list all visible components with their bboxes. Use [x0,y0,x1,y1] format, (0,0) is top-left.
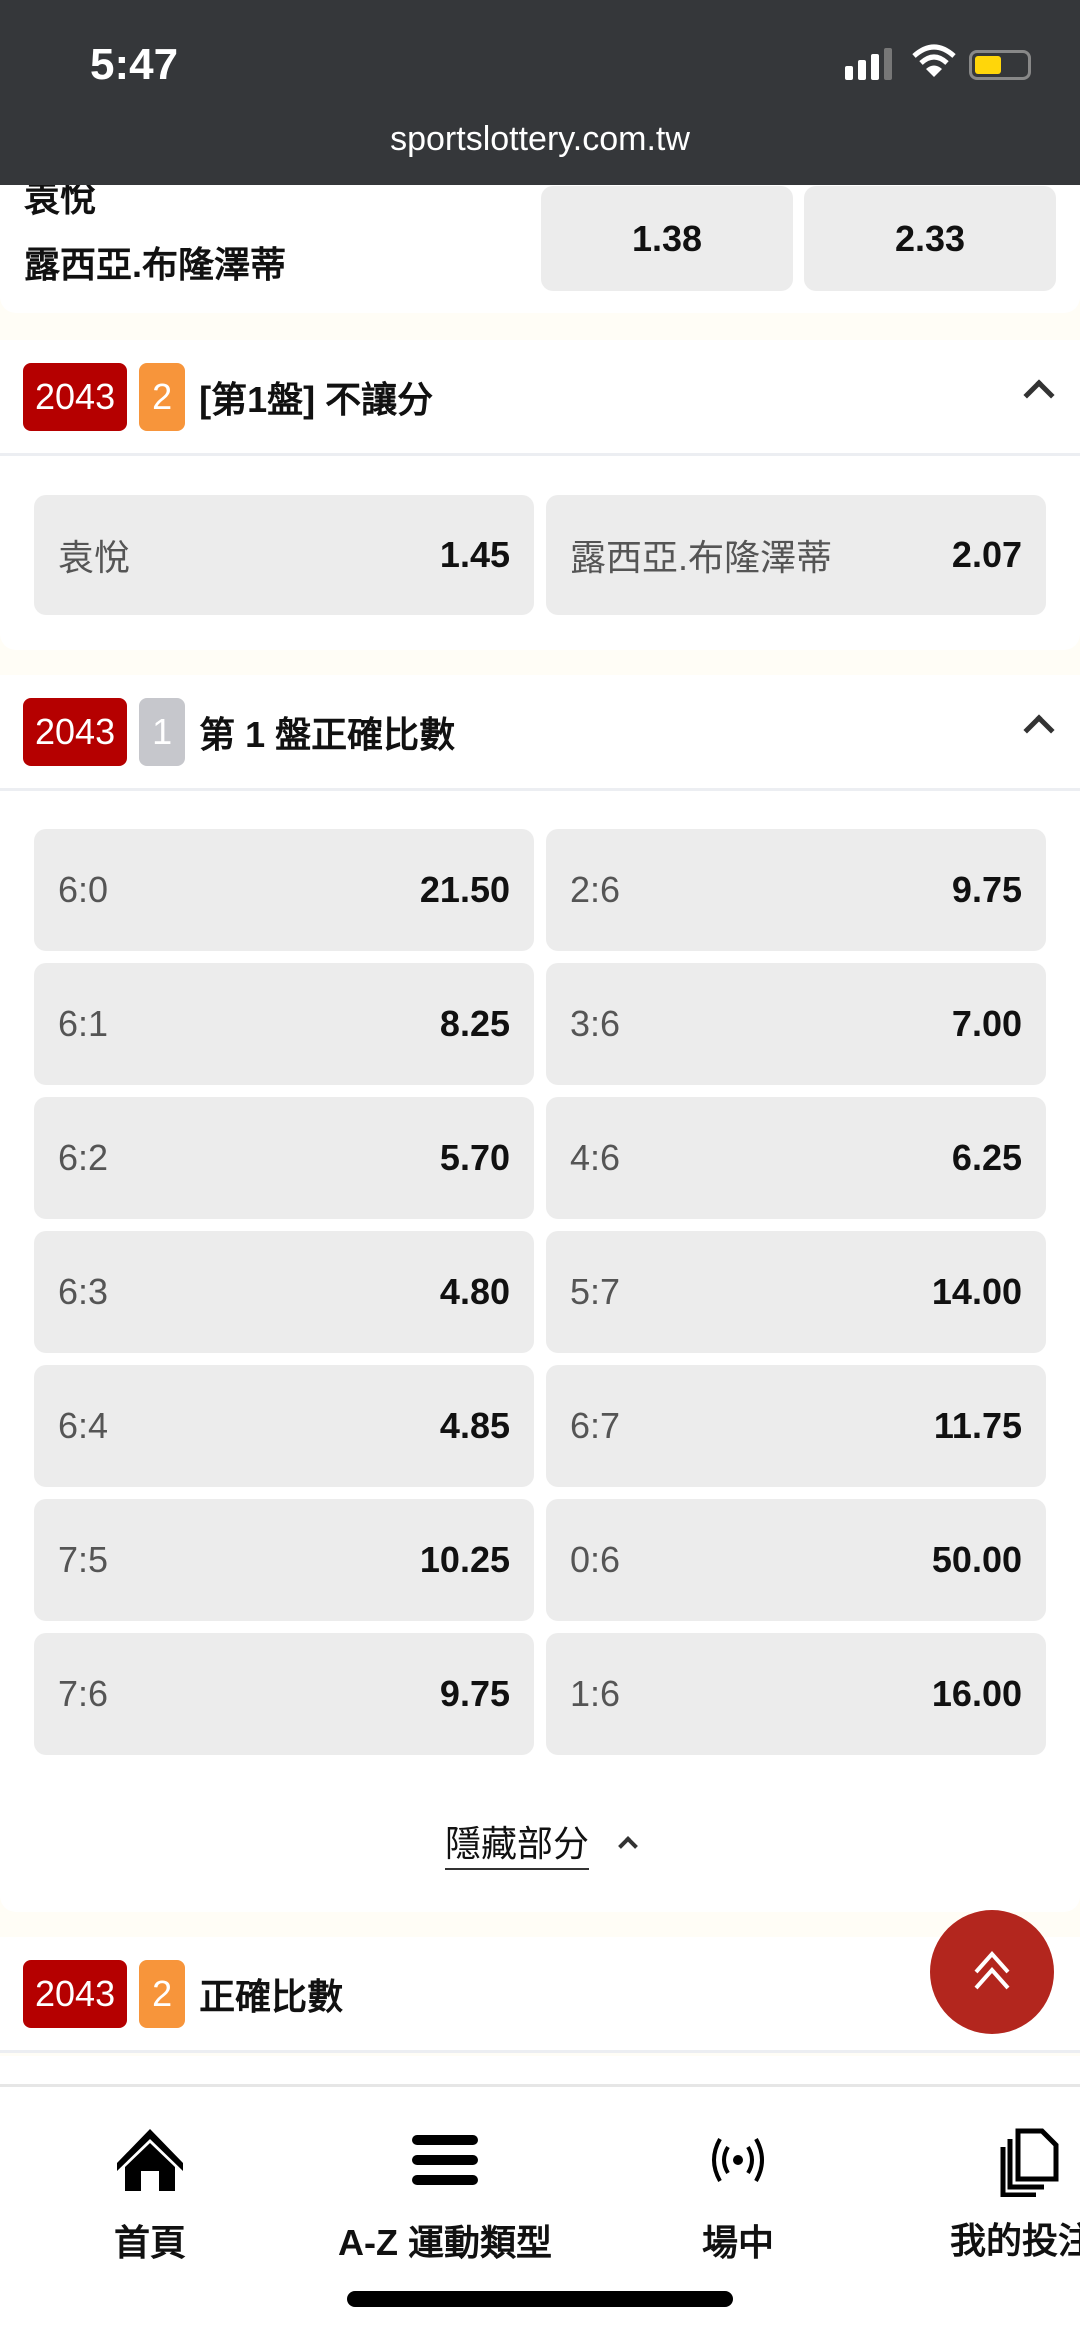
menu-icon [412,2135,478,2185]
odds-value: 8.25 [439,1003,510,1044]
score-label: 6:7 [570,1405,621,1446]
nav-my-bets[interactable]: 我的投注 [950,2127,1080,2264]
odds-button-home[interactable]: 1.38 [541,186,793,291]
odds-value: 9.75 [439,1673,510,1714]
odds-button[interactable]: 6:3 4.80 [34,1231,534,1353]
match-code-badge: 2043 [23,697,128,766]
odds-value: 21.50 [419,869,510,910]
battery-icon [969,50,1031,80]
nav-sports[interactable]: A-Z 運動類型 [320,2127,570,2266]
market-title: 第 1 盤正確比數 [199,713,456,755]
score-label: 2:6 [570,869,621,910]
chevron-up-icon [618,1836,638,1857]
wifi-icon [912,44,956,78]
score-label: 6:0 [58,869,109,910]
bets-icon [1000,2128,1059,2198]
score-label: 6:2 [58,1137,109,1178]
count-badge: 2 [139,362,186,431]
url-label[interactable]: sportslottery.com.tw [390,120,690,158]
hide-toggle[interactable]: 隱藏部分 [0,1815,1080,1870]
odds-button[interactable]: 6:7 11.75 [546,1365,1046,1487]
market-header[interactable]: 2043 2 正確比數 [0,1937,1080,2053]
status-time: 5:47 [90,40,179,89]
signal-icon [845,48,892,80]
nav-home[interactable]: 首頁 [100,2127,200,2266]
odds-value: 4.85 [439,1405,510,1446]
market-body: 袁悅 1.45 露西亞.布隆澤蒂 2.07 [0,456,1080,650]
odds-button[interactable]: 6:1 8.25 [34,963,534,1085]
home-indicator [347,2291,733,2307]
hide-toggle-label: 隱藏部分 [444,1823,589,1870]
odds-button[interactable]: 5:7 14.00 [546,1231,1046,1353]
odds-button[interactable]: 袁悅 1.45 [34,495,534,615]
odds-button[interactable]: 6:4 4.85 [34,1365,534,1487]
score-label: 7:6 [58,1673,109,1714]
away-team: 露西亞.布隆澤蒂 [24,244,287,285]
odds-button[interactable]: 7:5 10.25 [34,1499,534,1621]
odds-button-away[interactable]: 2.33 [804,186,1056,291]
score-label: 4:6 [570,1137,621,1178]
odds-value: 5.70 [439,1137,510,1178]
odds-button[interactable]: 6:0 21.50 [34,829,534,951]
odds-value: 50.00 [931,1539,1022,1580]
browser-bar: 5:47 sportslottery.com.tw [0,0,1080,185]
home-icon [117,2129,183,2191]
nav-live[interactable]: 場中 [688,2127,788,2266]
live-icon [712,2138,764,2182]
odds-button[interactable]: 4:6 6.25 [546,1097,1046,1219]
score-label: 5:7 [570,1271,621,1312]
score-label: 7:5 [58,1539,109,1580]
market-body [0,2056,1080,2086]
score-label: 3:6 [570,1003,621,1044]
odds-value: 10.25 [419,1539,510,1580]
match-code-badge: 2043 [23,1959,128,2028]
market-title: 正確比數 [199,1975,344,2017]
score-label: 6:4 [58,1405,109,1446]
double-chevron-up-icon [974,1950,1010,1990]
odds-value: 14.00 [931,1271,1022,1312]
bottom-nav: 首頁 A-Z 運動類型 場中 我的投注 [0,2084,1080,2339]
match-code-badge: 2043 [23,362,128,431]
market-header[interactable]: 2043 1 第 1 盤正確比數 [0,675,1080,791]
odds-button[interactable]: 露西亞.布隆澤蒂 2.07 [546,495,1046,615]
market-header[interactable]: 2043 2 [第1盤] 不讓分 [0,340,1080,456]
odds-button[interactable]: 0:6 50.00 [546,1499,1046,1621]
chevron-up-icon[interactable] [1023,379,1055,411]
score-label: 0:6 [570,1539,621,1580]
scroll-top-button[interactable] [930,1910,1054,2034]
score-label: 6:1 [58,1003,109,1044]
odds-value: 9.75 [951,869,1022,910]
score-label: 6:3 [58,1271,109,1312]
odds-button[interactable]: 1:6 16.00 [546,1633,1046,1755]
odds-value: 7.00 [951,1003,1022,1044]
odds-button[interactable]: 3:6 7.00 [546,963,1046,1085]
chevron-up-icon[interactable] [1023,714,1055,746]
score-label: 1:6 [570,1673,621,1714]
odds-value: 16.00 [931,1673,1022,1714]
odds-value: 4.80 [439,1271,510,1312]
count-badge: 1 [139,697,186,766]
odds-button[interactable]: 2:6 9.75 [546,829,1046,951]
odds-value: 11.75 [933,1405,1022,1446]
market-body: 隱藏部分 6:0 21.50 2:6 9.75 6:1 8.25 3:6 7.00 6:2 5.7… [0,791,1080,1912]
odds-value: 6.25 [951,1137,1022,1178]
odds-button[interactable]: 7:6 9.75 [34,1633,534,1755]
odds-button[interactable]: 6:2 5.70 [34,1097,534,1219]
market-title: [第1盤] 不讓分 [199,378,434,420]
count-badge: 2 [139,1959,186,2028]
